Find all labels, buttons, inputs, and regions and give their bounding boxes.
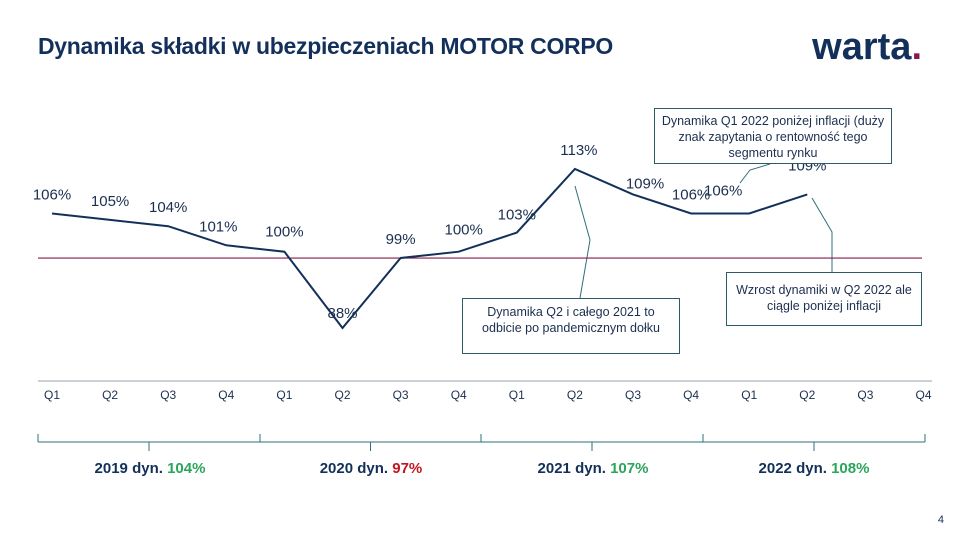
annotation-connectors: [574, 163, 833, 299]
x-axis-ticks: Q1 Q2 Q3 Q4 Q1 Q2 Q3 Q4 Q1 Q2 Q3 Q4 Q1 Q2 Q3 Q4: [44, 388, 932, 402]
annotation-connector: [574, 185, 591, 299]
x-tick-label: Q2: [334, 388, 350, 402]
point-label: 106%: [33, 187, 71, 204]
x-tick-label: Q2: [799, 388, 815, 402]
point-label: 113%: [560, 142, 597, 159]
logo-dot: .: [911, 26, 922, 68]
x-tick-label: Q2: [567, 388, 583, 402]
premium-dynamics-line: [51, 167, 808, 330]
warta-logo: warta.: [812, 26, 922, 69]
annotation-connector: [739, 163, 771, 184]
x-tick-label: Q4: [451, 388, 467, 402]
point-label: 100%: [445, 222, 483, 239]
point-label: 100%: [265, 224, 303, 241]
year-brackets: [37, 434, 926, 451]
point-label: 101%: [199, 218, 237, 235]
x-tick-label: Q1: [44, 388, 60, 402]
annotation-q1-2022: Dynamika Q1 2022 poniżej inflacji (duży …: [654, 108, 892, 164]
point-labels: 106% 105% 104% 101% 100% 88% 99% 100% 103% 113% 10…: [33, 142, 827, 322]
annotation-connector: [811, 197, 833, 272]
x-tick-label: Q4: [915, 388, 931, 402]
x-tick-label: Q3: [625, 388, 641, 402]
page-title: Dynamika składki w ubezpieczeniach MOTOR…: [38, 33, 614, 59]
x-tick-label: Q2: [102, 388, 118, 402]
year-summary-2019: 2019 dyn. 104%: [94, 460, 206, 477]
page-number: 4: [937, 514, 944, 526]
logo-text: warta: [812, 26, 912, 68]
x-tick-label: Q3: [857, 388, 873, 402]
point-label: 109%: [626, 175, 664, 192]
point-label: 99%: [386, 231, 416, 248]
year-summary-2020: 2020 dyn. 97%: [319, 460, 423, 477]
x-tick-label: Q1: [276, 388, 292, 402]
x-tick-label: Q4: [683, 388, 699, 402]
annotation-q2-2022: Wzrost dynamiki w Q2 2022 ale ciągle pon…: [726, 272, 922, 326]
x-tick-label: Q1: [509, 388, 525, 402]
x-tick-label: Q3: [160, 388, 176, 402]
point-label: 104%: [149, 199, 187, 216]
point-label: 103%: [498, 207, 536, 224]
point-label: 88%: [327, 305, 357, 322]
year-summary-2022: 2022 dyn. 108%: [758, 460, 870, 477]
point-label: 105%: [91, 193, 129, 210]
x-tick-label: Q3: [393, 388, 409, 402]
x-tick-label: Q1: [741, 388, 757, 402]
annotation-2021: Dynamika Q2 i całego 2021 to odbicie po …: [462, 298, 680, 354]
year-summary-2021: 2021 dyn. 107%: [537, 460, 649, 477]
point-label: 106%: [704, 183, 742, 200]
x-tick-label: Q4: [218, 388, 234, 402]
point-label: 106%: [672, 187, 710, 204]
